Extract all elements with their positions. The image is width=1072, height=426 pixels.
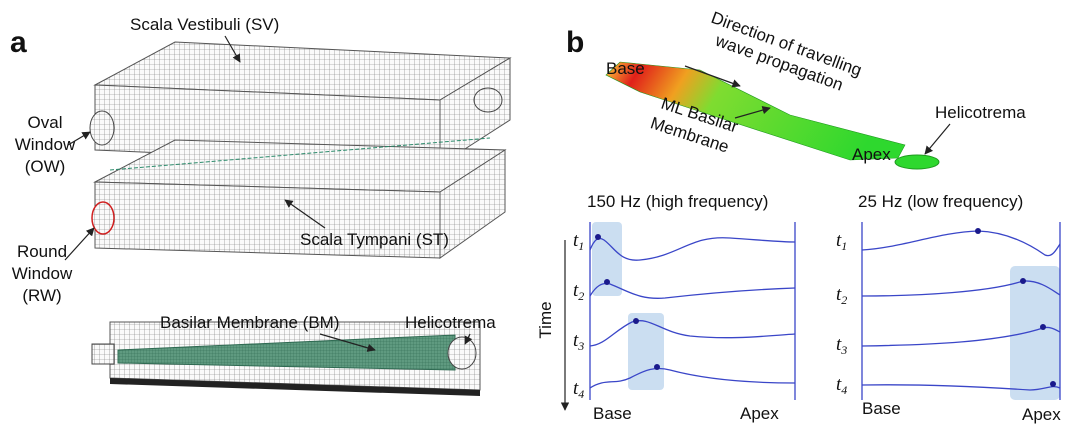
panel-label: b [566, 26, 584, 59]
label-ow: (OW) [25, 157, 66, 176]
label-bm: Basilar Membrane (BM) [160, 313, 340, 332]
time-label: t2 [836, 284, 847, 307]
label-helicotrema: Helicotrema [935, 103, 1026, 122]
label-st: Scala Tympani (ST) [300, 230, 449, 249]
time-label: t1 [836, 230, 847, 253]
time-subscript: 4 [578, 387, 584, 401]
label-apex: Apex [740, 404, 779, 423]
time-label: t3 [836, 334, 847, 357]
label-sv: Scala Vestibuli (SV) [130, 15, 279, 34]
label-ow: Window [15, 135, 76, 154]
label-rw: Round [17, 242, 67, 261]
time-label: t4 [836, 374, 847, 397]
time-subscript: 2 [841, 293, 847, 307]
panel-label: a [10, 26, 27, 59]
time-label: t3 [573, 330, 584, 353]
label-rw: Window [12, 264, 73, 283]
label-helicotrema: Helicotrema [405, 313, 496, 332]
time-symbol: t [836, 284, 842, 305]
time-symbol: t [836, 374, 842, 395]
panel-a: a Scala Vestibuli (SV) Oval Window (OW) … [10, 15, 512, 396]
label-ow: Oval [28, 113, 63, 132]
time-subscript: 1 [578, 239, 584, 253]
label-apex: Apex [852, 145, 891, 164]
time-subscript: 3 [840, 343, 847, 357]
time-label: t1 [573, 230, 584, 253]
time-label: t4 [573, 378, 584, 401]
label-base: Base [862, 399, 901, 418]
label-apex: Apex [1022, 405, 1061, 424]
time-symbol: t [573, 280, 579, 301]
label-base: Base [593, 404, 632, 423]
time-symbol: t [836, 230, 842, 251]
time-symbol: t [573, 330, 579, 351]
time-subscript: 4 [841, 383, 847, 397]
time-axis-label: Time [536, 301, 555, 338]
time-symbol: t [573, 378, 579, 399]
time-subscript: 2 [578, 289, 584, 303]
time-subscript: 1 [841, 239, 847, 253]
label-base: Base [606, 59, 645, 78]
time-label: t2 [573, 280, 584, 303]
time-symbol: t [573, 230, 579, 251]
panel-b: b Base Direction of travelling wave prop… [536, 8, 1061, 424]
time-subscript: 3 [577, 339, 584, 353]
panel-title: 25 Hz (low frequency) [858, 192, 1023, 211]
panel-title: 150 Hz (high frequency) [587, 192, 768, 211]
time-symbol: t [836, 334, 842, 355]
label-rw: (RW) [22, 286, 61, 305]
